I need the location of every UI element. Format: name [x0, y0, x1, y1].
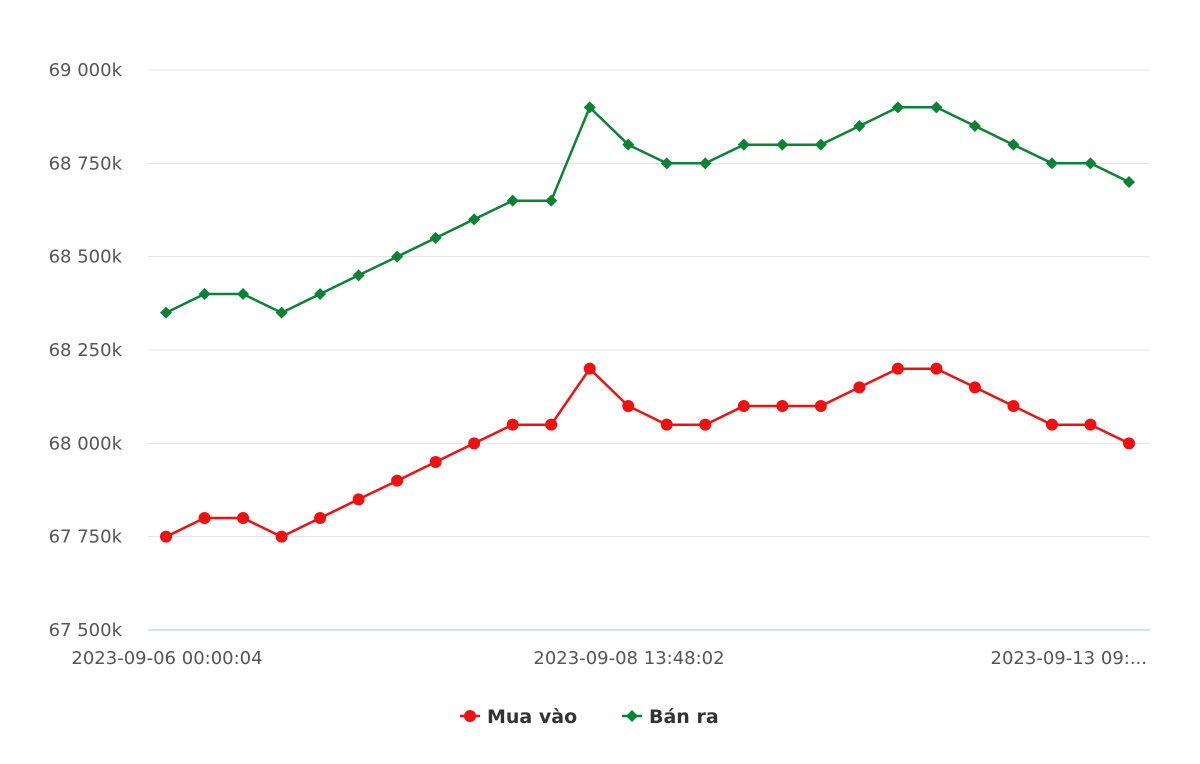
data-point — [506, 194, 519, 207]
data-point — [545, 194, 558, 207]
data-point — [1123, 176, 1135, 188]
data-point — [429, 232, 442, 244]
data-point — [968, 120, 981, 132]
data-point — [814, 138, 827, 151]
data-point — [391, 474, 404, 487]
data-point — [891, 101, 904, 114]
data-point — [583, 101, 596, 114]
legend-label: Bán ra — [649, 706, 719, 728]
data-point — [622, 400, 635, 412]
legend-marker — [464, 710, 476, 722]
y-tick-label: 68 000k — [49, 433, 123, 454]
data-point — [660, 157, 673, 170]
series-group — [160, 101, 1135, 543]
legend-label: Mua vào — [487, 706, 577, 728]
legend-marker — [626, 710, 638, 722]
x-tick-label: 2023-09-13 09:... — [991, 648, 1147, 669]
data-point — [1045, 418, 1058, 431]
legend[interactable]: Mua vào Bán ra — [460, 706, 719, 728]
data-point — [545, 418, 558, 431]
data-point — [160, 306, 172, 319]
data-point — [737, 138, 750, 151]
data-point — [160, 530, 172, 543]
grid-lines — [148, 69, 1150, 538]
data-point — [391, 250, 404, 263]
data-point — [314, 288, 327, 300]
data-point — [468, 437, 481, 450]
data-point — [1045, 157, 1058, 170]
data-point — [776, 400, 789, 412]
data-point — [429, 456, 442, 468]
data-point — [1084, 418, 1097, 431]
data-point — [622, 138, 635, 151]
data-point — [737, 400, 750, 412]
data-point — [699, 157, 712, 170]
y-tick-label: 68 750k — [49, 153, 123, 174]
y-tick-label: 68 500k — [49, 247, 123, 268]
y-tick-label: 67 500k — [49, 620, 123, 641]
x-tick-label: 2023-09-08 13:48:02 — [533, 648, 724, 669]
y-tick-label: 68 250k — [49, 340, 123, 361]
data-point — [1123, 437, 1135, 450]
data-point — [853, 381, 866, 394]
data-point — [968, 381, 981, 394]
data-point — [891, 362, 904, 375]
data-point — [468, 213, 481, 226]
data-point — [506, 418, 519, 431]
data-point — [583, 362, 596, 375]
legend-item[interactable]: Bán ra — [622, 706, 719, 728]
data-point — [237, 288, 250, 300]
data-point — [814, 400, 827, 412]
data-point — [776, 138, 789, 151]
x-axis: 2023-09-06 00:00:04 2023-09-08 13:48:02 20… — [71, 629, 1150, 669]
series-line — [165, 106, 1130, 314]
data-point — [930, 362, 943, 375]
data-point — [699, 418, 712, 431]
x-tick-label: 2023-09-06 00:00:04 — [71, 648, 262, 669]
data-point — [660, 418, 673, 431]
legend-item[interactable]: Mua vào — [460, 706, 577, 728]
data-point — [198, 512, 211, 524]
data-point — [352, 269, 365, 282]
data-point — [198, 288, 211, 300]
data-point — [1007, 400, 1020, 412]
data-point — [853, 120, 866, 132]
y-tick-label: 69 000k — [49, 60, 123, 81]
data-point — [314, 512, 327, 524]
y-tick-label: 67 750k — [49, 527, 123, 548]
data-point — [1007, 138, 1020, 151]
data-point — [352, 493, 365, 506]
data-point — [275, 530, 288, 543]
data-point — [1084, 157, 1097, 170]
data-point — [275, 306, 288, 319]
data-point — [237, 512, 250, 524]
series-line — [165, 367, 1130, 538]
data-point — [930, 101, 943, 114]
y-axis: 67 500k 67 750k 68 000k 68 250k 68 500k 68 75… — [49, 60, 123, 641]
series-1 — [160, 362, 1135, 543]
series-2 — [160, 101, 1135, 319]
